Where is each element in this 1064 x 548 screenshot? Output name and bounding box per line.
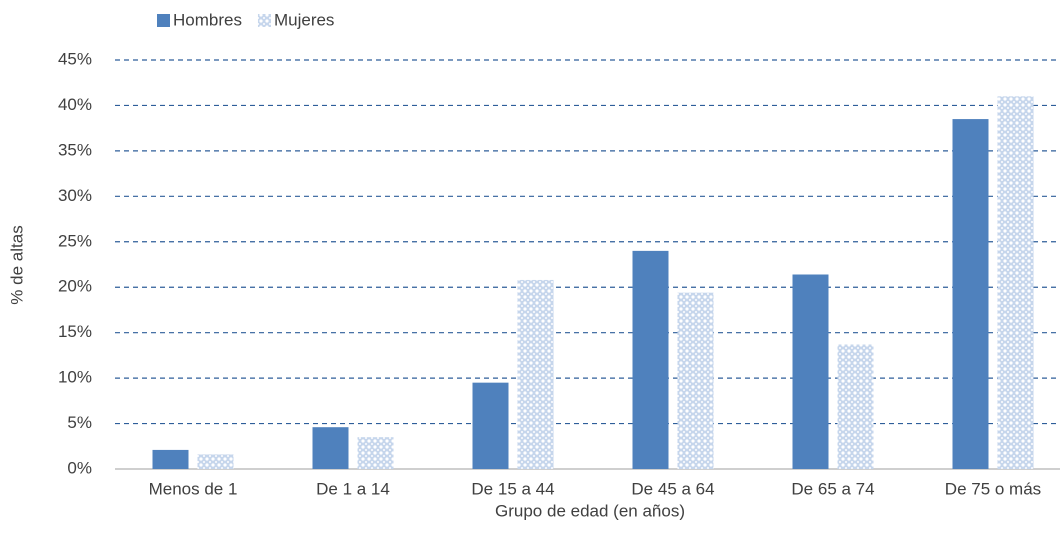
bar (632, 250, 669, 469)
x-axis-label: Grupo de edad (en años) (495, 501, 685, 520)
y-tick-label: 35% (58, 140, 92, 159)
x-tick-label: De 75 o más (945, 479, 1041, 498)
bar (152, 449, 189, 469)
bar (472, 382, 509, 469)
x-tick-label: De 15 a 44 (471, 479, 554, 498)
y-tick-label: 0% (67, 458, 92, 477)
y-tick-label: 30% (58, 186, 92, 205)
bar (952, 119, 989, 470)
bar (312, 427, 349, 469)
bar (517, 279, 554, 469)
bar (997, 96, 1034, 469)
y-tick-label: 5% (67, 413, 92, 432)
y-axis-label: % de altas (7, 225, 26, 304)
legend-label: Hombres (173, 10, 242, 29)
bar (677, 292, 714, 469)
legend-label: Mujeres (274, 10, 334, 29)
x-tick-label: De 65 a 74 (791, 479, 874, 498)
legend-swatch (157, 14, 170, 27)
y-tick-label: 25% (58, 231, 92, 250)
x-tick-label: De 45 a 64 (631, 479, 714, 498)
y-tick-label: 40% (58, 95, 92, 114)
bar (357, 437, 394, 469)
x-tick-label: De 1 a 14 (316, 479, 390, 498)
y-tick-label: 45% (58, 49, 92, 68)
bar (837, 344, 874, 469)
y-tick-label: 15% (58, 322, 92, 341)
x-tick-label: Menos de 1 (149, 479, 238, 498)
y-tick-label: 20% (58, 277, 92, 296)
y-tick-label: 10% (58, 368, 92, 387)
legend-swatch (257, 14, 271, 27)
bar (792, 274, 829, 469)
bar (197, 454, 234, 469)
